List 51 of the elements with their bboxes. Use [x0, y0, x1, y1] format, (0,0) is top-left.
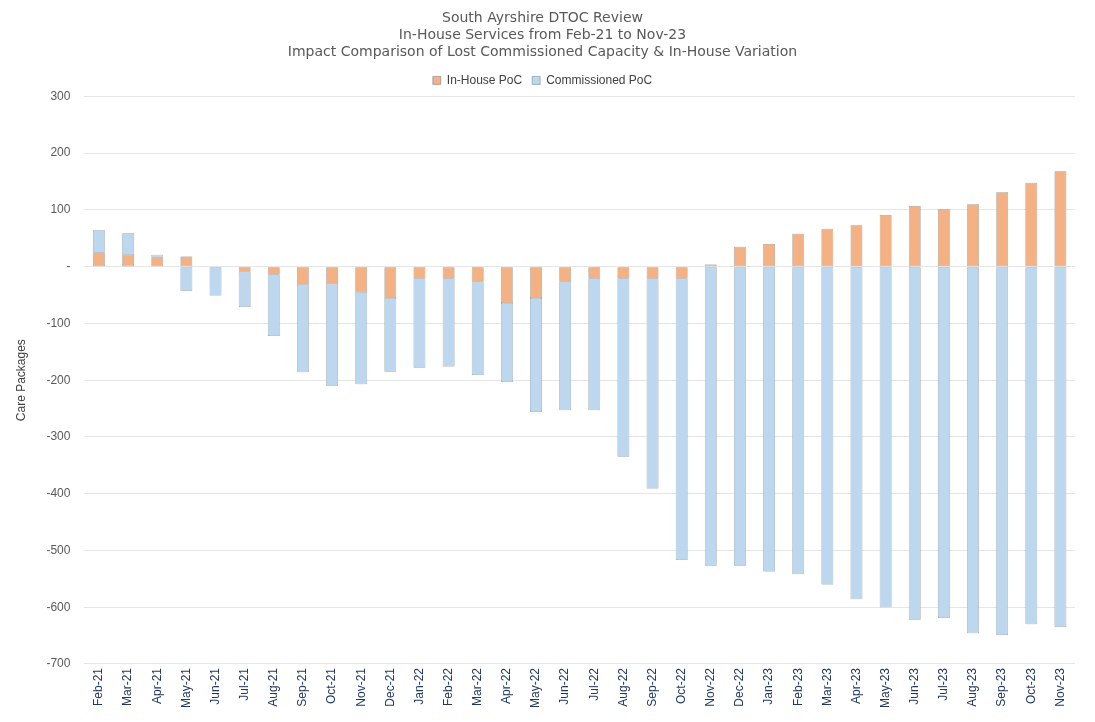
- x-tick-label: Jul-21: [236, 667, 251, 701]
- text: In-House Services from Feb-21 to Nov-23: [398, 25, 687, 42]
- x-tick-label: Jun-22: [557, 667, 572, 705]
- legend-label: Commissioned PoC: [546, 72, 653, 87]
- x-tick-label: Nov-23: [1052, 667, 1067, 707]
- x-tick-label: Nov-21: [353, 667, 368, 707]
- x-tick-label: Jan-22: [411, 667, 426, 705]
- x-tick-label: May-22: [528, 667, 543, 708]
- x-tick-label: Mar-22: [470, 667, 485, 706]
- x-tick-label: Aug-23: [965, 667, 980, 707]
- x-tick-label: Apr-21: [149, 667, 164, 705]
- x-tick-label: Nov-22: [703, 667, 718, 707]
- y-tick-label: -400: [46, 486, 71, 501]
- y-tick-label: -200: [46, 372, 71, 387]
- x-tick-label: Apr-23: [848, 667, 863, 705]
- x-tick-label: Feb-21: [91, 667, 106, 707]
- x-tick-label: Feb-23: [790, 667, 805, 707]
- x-tick-label: Jul-22: [586, 667, 601, 701]
- x-tick-label: Aug-21: [266, 667, 281, 707]
- x-tick-label: Sep-23: [994, 667, 1009, 707]
- y-tick-label: 100: [50, 202, 71, 217]
- y-tick-label: -600: [46, 599, 71, 614]
- x-tick-label: May-21: [178, 667, 193, 708]
- x-tick-label: May-23: [877, 667, 892, 708]
- x-tick-label: Jun-21: [207, 667, 222, 705]
- legend-label: In-House PoC: [446, 72, 523, 87]
- x-tick-label: Oct-23: [1023, 667, 1038, 704]
- x-tick-label: Oct-22: [673, 667, 688, 704]
- x-tick-label: Jun-23: [907, 667, 922, 705]
- y-axis-title: Care Packages: [13, 339, 28, 422]
- x-tick-label: Aug-22: [615, 667, 630, 707]
- x-tick-label: Dec-21: [382, 667, 397, 707]
- y-tick-label: -300: [46, 429, 71, 444]
- y-tick-label: -700: [46, 656, 71, 671]
- text: South Ayrshire DTOC Review: [442, 9, 643, 26]
- x-tick-label: Sep-22: [644, 667, 659, 707]
- x-tick-label: Mar-21: [120, 667, 135, 706]
- y-tick-label: -100: [46, 315, 71, 330]
- y-tick-label: -: [66, 258, 71, 273]
- x-tick-label: Apr-22: [499, 667, 514, 705]
- x-tick-label: Oct-21: [324, 667, 339, 704]
- x-tick-label: Mar-23: [819, 667, 834, 706]
- y-tick-label: -500: [46, 542, 71, 557]
- x-tick-label: Jan-23: [761, 667, 776, 705]
- x-tick-label: Sep-21: [295, 667, 310, 707]
- x-tick-label: Jul-23: [936, 667, 951, 701]
- x-tick-label: Feb-22: [440, 667, 455, 707]
- text: Impact Comparison of Lost Commissioned Capacity & In-House Variation: [287, 42, 798, 59]
- y-tick-label: 300: [50, 88, 71, 103]
- y-tick-label: 200: [50, 145, 71, 160]
- x-tick-label: Dec-22: [732, 667, 747, 707]
